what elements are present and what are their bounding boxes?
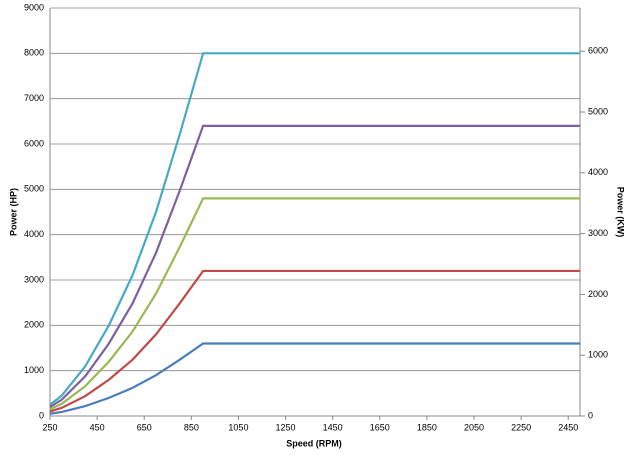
x-tick-label: 2050: [464, 422, 484, 432]
y-axis-title: Power (HP): [8, 188, 18, 236]
x-tick-label: 250: [42, 422, 57, 432]
x-tick-label: 450: [90, 422, 105, 432]
x-axis-title: Speed (RPM): [286, 438, 342, 448]
series-line: [49, 52, 580, 406]
x-tick-label: 1450: [323, 422, 343, 432]
y2-tick-label: 6000: [588, 46, 608, 56]
y-tick-label: 2000: [24, 320, 44, 330]
x-tick-label: 1050: [228, 422, 248, 432]
y2-tick-label: 2000: [588, 289, 608, 299]
y2-axis-title: Power (KW): [616, 187, 626, 238]
y-tick-label: 3000: [24, 274, 44, 284]
x-tick-label: 850: [184, 422, 199, 432]
x-tick-label: 1650: [370, 422, 390, 432]
y-tick-label: 1000: [24, 365, 44, 375]
x-tick-label: 1250: [276, 422, 296, 432]
y-tick-label: 6000: [24, 138, 44, 148]
y2-tick-label: 5000: [588, 106, 608, 116]
y2-tick-label: 1000: [588, 350, 608, 360]
y-tick-label: 7000: [24, 93, 44, 103]
y2-tick-label: 4000: [588, 167, 608, 177]
x-tick-label: 1850: [417, 422, 437, 432]
y2-tick-label: 3000: [588, 228, 608, 238]
y-tick-label: 0: [39, 410, 44, 420]
y-tick-label: 9000: [24, 2, 44, 12]
y-tick-label: 5000: [24, 184, 44, 194]
x-tick-label: 2250: [511, 422, 531, 432]
y2-tick-label: 0: [588, 410, 593, 420]
x-tick-label: 2450: [558, 422, 578, 432]
y-tick-label: 4000: [24, 229, 44, 239]
series-line: [49, 197, 580, 411]
series-line: [49, 342, 580, 415]
x-tick-label: 650: [137, 422, 152, 432]
series-line: [49, 124, 580, 408]
y-tick-label: 8000: [24, 48, 44, 58]
series-line: [49, 269, 580, 413]
